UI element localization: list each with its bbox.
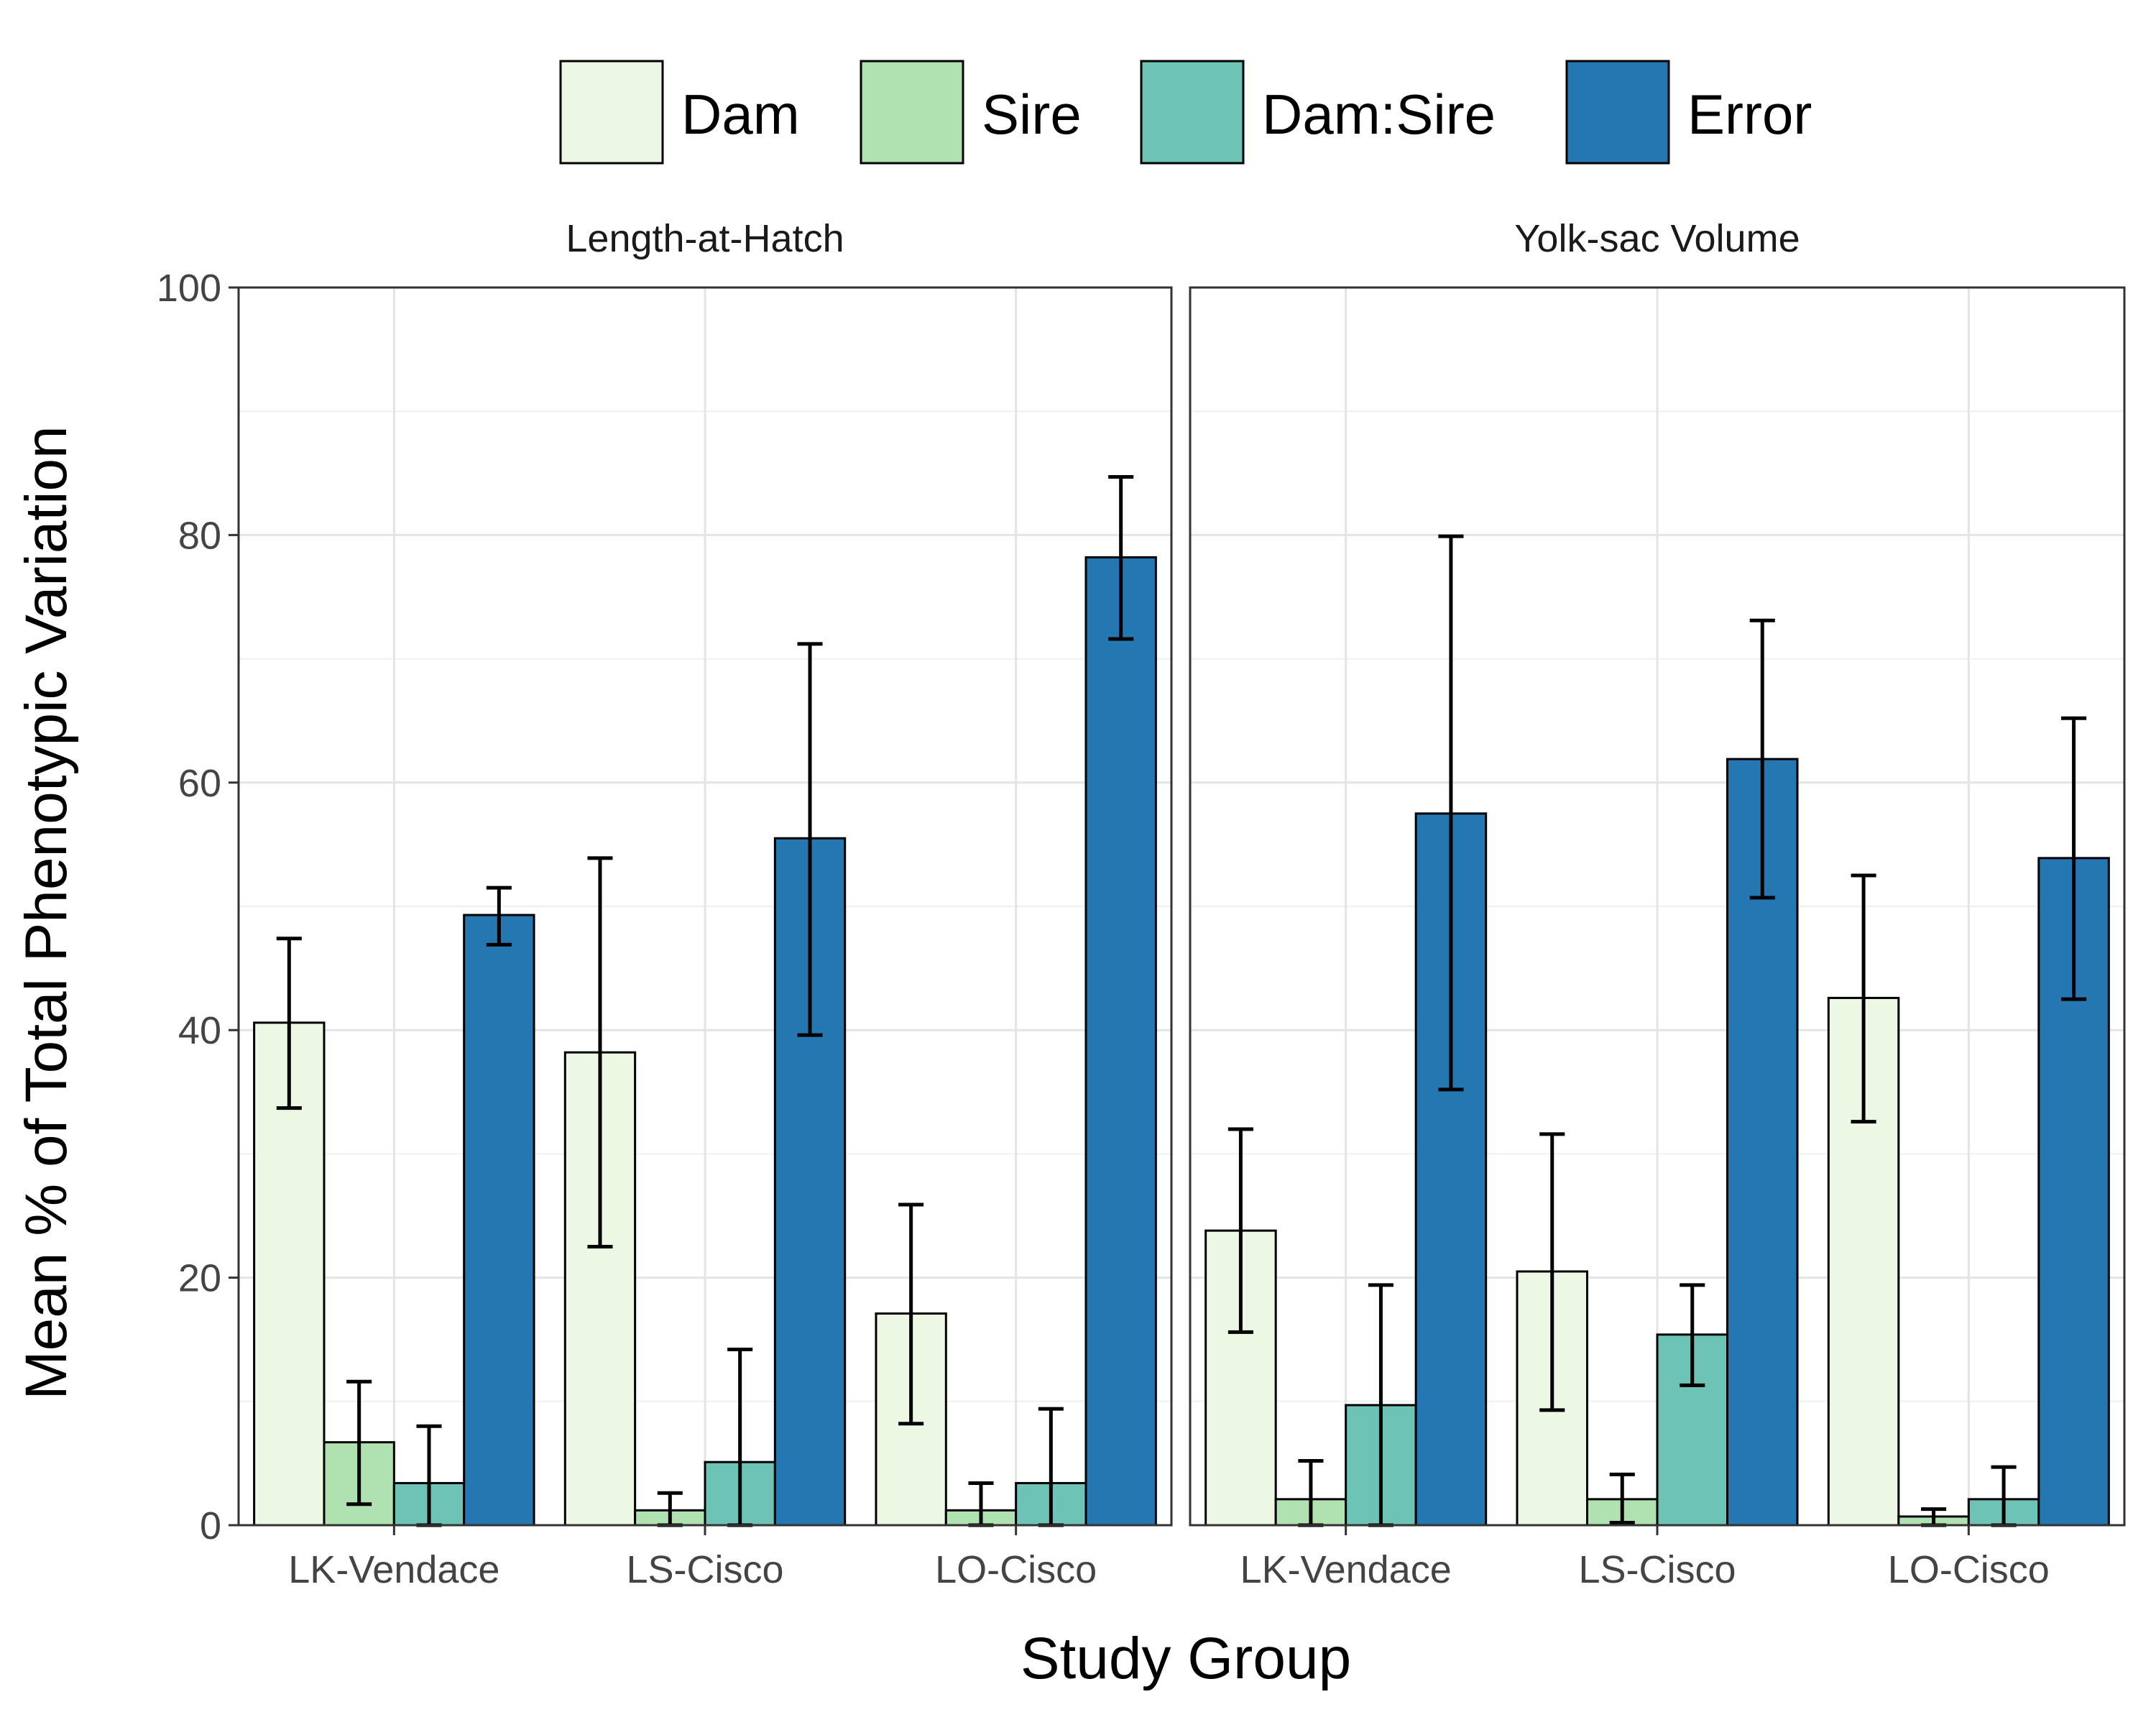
panels: Length-at-Hatch LK-Vendace LS-Cisco LO-Cisc… — [237, 217, 2126, 1591]
legend-item-dam: Dam — [559, 60, 800, 165]
legend-label-error: Error — [1687, 83, 1812, 146]
legend-item-dam-sire: Dam:Sire — [1140, 60, 1496, 165]
legend-item-error: Error — [1565, 60, 1812, 165]
legend-label-dam-sire: Dam:Sire — [1262, 83, 1496, 146]
error-bar-length-at-hatch-lk-vendace-error — [486, 886, 512, 947]
bar-length-at-hatch-lk-vendace-error — [463, 914, 535, 1527]
error-bar-length-at-hatch-lk-vendace-sire — [346, 1379, 372, 1506]
error-bar-yolk-sac-volume-ls-cisco-dam-sire — [1680, 1283, 1705, 1387]
x-tick-label-lo-cisco: LO-Cisco — [935, 1548, 1097, 1591]
x-tick-label-lo-cisco: LO-Cisco — [1888, 1548, 2050, 1591]
error-bar-yolk-sac-volume-ls-cisco-error — [1749, 618, 1775, 900]
error-bar-yolk-sac-volume-lk-vendace-dam — [1227, 1127, 1253, 1334]
x-tick-label-lk-vendace: LK-Vendace — [288, 1548, 499, 1591]
y-tick-label-20: 20 — [178, 1257, 221, 1300]
error-bar-length-at-hatch-lk-vendace-dam — [276, 937, 302, 1110]
legend-swatch-sire — [860, 60, 964, 165]
y-tick-label-80: 80 — [178, 514, 221, 557]
legend-label-dam: Dam — [681, 83, 800, 146]
y-tick-label-100: 100 — [157, 267, 221, 310]
x-tick-label-ls-cisco: LS-Cisco — [1578, 1548, 1736, 1591]
x-tick-label-ls-cisco: LS-Cisco — [626, 1548, 783, 1591]
panel-length-at-hatch: Length-at-Hatch LK-Vendace LS-Cisco LO-Cisc… — [237, 217, 1173, 1591]
legend: Dam Sire Dam:Sire Error — [559, 60, 1812, 165]
error-bar-yolk-sac-volume-ls-cisco-sire — [1609, 1472, 1635, 1525]
panel-yolk-sac-volume: Yolk-sac Volume LK-Vendace LS-Cisco LO-Cisc… — [1189, 217, 2126, 1591]
bar-length-at-hatch-lo-cisco-error — [1084, 556, 1157, 1527]
y-tick-label-0: 0 — [200, 1504, 221, 1547]
error-bar-length-at-hatch-lo-cisco-error — [1108, 474, 1134, 641]
panel-title-yolk-sac-volume: Yolk-sac Volume — [1514, 217, 1800, 260]
panel-title-length-at-hatch: Length-at-Hatch — [566, 217, 844, 260]
y-axis-title: Mean % of Total Phenotypic Variation — [14, 426, 79, 1399]
legend-swatch-dam-sire — [1140, 60, 1245, 165]
legend-item-sire: Sire — [860, 60, 1082, 165]
legend-label-sire: Sire — [982, 83, 1082, 146]
error-bar-yolk-sac-volume-ls-cisco-dam — [1539, 1132, 1565, 1412]
legend-swatch-dam — [559, 60, 664, 165]
y-tick-label-60: 60 — [178, 762, 221, 805]
error-bar-yolk-sac-volume-lk-vendace-error — [1438, 534, 1464, 1092]
legend-swatch-error — [1565, 60, 1670, 165]
x-tick-label-lk-vendace: LK-Vendace — [1240, 1548, 1452, 1591]
error-bar-length-at-hatch-lo-cisco-dam — [898, 1202, 924, 1426]
error-bar-length-at-hatch-ls-cisco-error — [797, 642, 823, 1037]
y-axis: 0 20 40 60 80 100 — [157, 267, 239, 1547]
x-axis-title: Study Group — [1021, 1626, 1351, 1691]
y-tick-label-40: 40 — [178, 1009, 221, 1052]
error-bar-length-at-hatch-ls-cisco-dam — [587, 856, 613, 1249]
error-bar-yolk-sac-volume-lo-cisco-error — [2061, 716, 2087, 1001]
error-bar-yolk-sac-volume-lo-cisco-dam — [1851, 873, 1876, 1124]
